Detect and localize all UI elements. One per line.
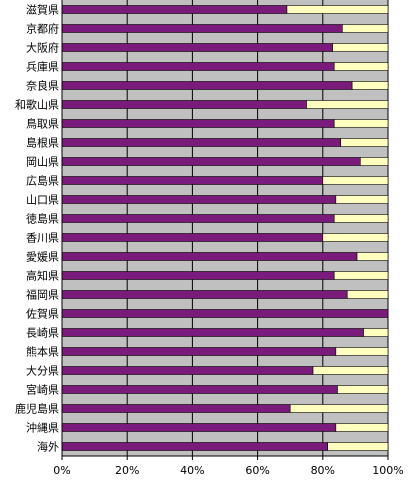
bar-segment-primary (61, 157, 361, 166)
bar-segment-primary (61, 24, 343, 33)
bar-segment-secondary (286, 5, 389, 14)
bar-segment-secondary (332, 43, 389, 52)
bar-segment-secondary (289, 404, 389, 413)
bar-segment-primary (61, 347, 337, 356)
x-tick-label: 40% (180, 464, 204, 477)
x-tick-label: 60% (245, 464, 269, 477)
bar-segment-secondary (312, 366, 389, 375)
bar-segment-primary (61, 81, 353, 90)
bar-segment-secondary (333, 119, 389, 128)
bar-segment-primary (61, 271, 335, 280)
x-tick-label: 80% (311, 464, 335, 477)
bar-segment-primary (61, 43, 333, 52)
category-label: 沖縄県 (26, 421, 59, 435)
category-label: 徳島県 (26, 212, 59, 226)
category-label: 鳥取県 (26, 117, 59, 131)
category-label: 大分県 (26, 364, 59, 378)
category-label: 島根県 (26, 136, 59, 150)
x-tick-label: 100% (372, 464, 403, 477)
bar-segment-secondary (363, 328, 389, 337)
bar-segment-primary (61, 100, 307, 109)
category-label: 奈良県 (26, 79, 59, 93)
bar-segment-secondary (351, 81, 389, 90)
bar-segment-primary (61, 214, 335, 223)
bar-segment-secondary (333, 271, 389, 280)
bar-segment-secondary (333, 62, 389, 71)
bar-segment-secondary (356, 252, 389, 261)
bar-segment-secondary (335, 347, 389, 356)
bar-segment-secondary (322, 233, 389, 242)
category-label: 和歌山県 (15, 98, 59, 112)
bar-segment-primary (61, 233, 324, 242)
category-label: 兵庫県 (26, 60, 59, 74)
category-label: 大阪府 (26, 41, 59, 55)
category-label: 広島県 (26, 174, 59, 188)
bar-segment-primary (61, 62, 335, 71)
bar-segment-primary (61, 328, 364, 337)
bar-segment-secondary (346, 290, 389, 299)
category-label: 鹿児島県 (15, 402, 59, 416)
bar-segment-primary (61, 404, 291, 413)
bar-segment-secondary (337, 385, 389, 394)
x-tick-label: 20% (115, 464, 139, 477)
bar-segment-primary (61, 176, 324, 185)
bar-segment-primary (61, 119, 335, 128)
bar-segment-secondary (335, 423, 389, 432)
category-label: 山口県 (26, 194, 59, 207)
plot-area (62, 0, 388, 456)
bar-segment-primary (61, 138, 342, 147)
bar-segment-primary (61, 423, 337, 432)
x-tick-label: 0% (53, 464, 70, 477)
bar-segment-secondary (333, 214, 389, 223)
category-label: 香川県 (26, 232, 59, 245)
bar-segment-secondary (340, 138, 389, 147)
bar-segment-primary (61, 195, 337, 204)
category-label: 熊本県 (26, 345, 59, 359)
bar-segment-primary (61, 385, 338, 394)
category-label: 愛媛県 (26, 250, 59, 264)
category-label: 海外 (37, 440, 59, 454)
bar-segment-secondary (359, 157, 389, 166)
bar-segment-primary (61, 290, 348, 299)
category-label: 滋賀県 (26, 4, 59, 17)
category-label: 宮崎県 (26, 383, 59, 397)
category-label: 京都府 (26, 22, 59, 36)
bar-segment-secondary (335, 195, 389, 204)
category-label: 佐賀県 (26, 307, 59, 321)
bar-segment-secondary (306, 100, 389, 109)
bar-segment-secondary (342, 24, 389, 33)
bar-segment-primary (61, 366, 314, 375)
category-label: 高知県 (26, 269, 59, 283)
bar-segment-primary (61, 442, 328, 451)
bar-segment-primary (61, 309, 389, 318)
bar-segment-secondary (327, 442, 389, 451)
category-label: 福岡県 (26, 288, 59, 302)
bar-segment-primary (61, 252, 358, 261)
category-label: 岡山県 (26, 156, 59, 169)
bar-segment-secondary (322, 176, 389, 185)
category-label: 長崎県 (26, 326, 59, 340)
bar-segment-primary (61, 5, 288, 14)
